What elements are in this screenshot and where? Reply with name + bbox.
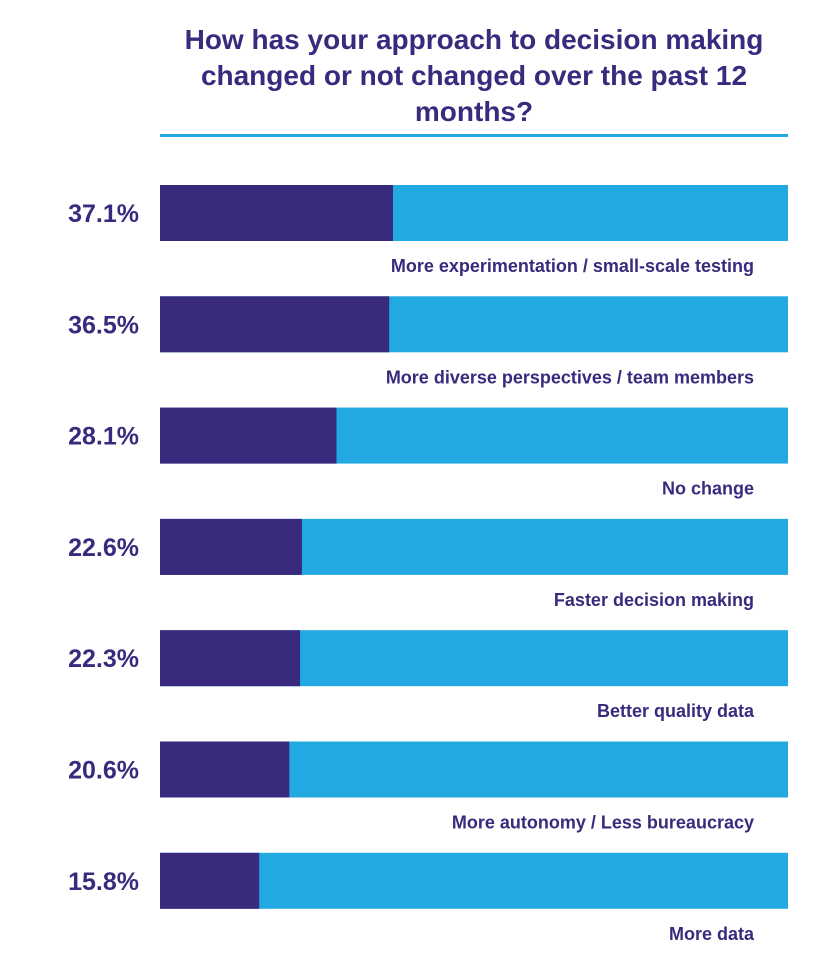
title-underline [160,134,788,137]
bar-value [160,296,390,353]
value-label: 22.6% [68,534,139,562]
bar-value [160,407,337,464]
chart-title: How has your approach to decision making… [184,24,764,127]
category-label: No change [662,479,754,499]
bar-value [160,185,393,241]
category-label: Faster decision making [554,590,754,610]
category-label: More data [669,924,755,944]
category-label: More autonomy / Less bureaucracy [452,813,754,833]
value-label: 28.1% [68,423,139,451]
category-label: More experimentation / small-scale testi… [391,256,754,276]
value-label: 22.3% [68,645,139,673]
bar-value [160,630,301,687]
value-label: 15.8% [68,868,139,896]
category-label: Better quality data [597,701,755,721]
value-label: 37.1% [68,200,139,228]
bar-remainder [160,852,788,909]
value-label: 36.5% [68,311,139,339]
bar-value [160,741,290,798]
category-label: More diverse perspectives / team members [386,367,754,387]
bar-value [160,518,302,575]
bar-value [160,852,260,909]
value-label: 20.6% [68,757,139,785]
